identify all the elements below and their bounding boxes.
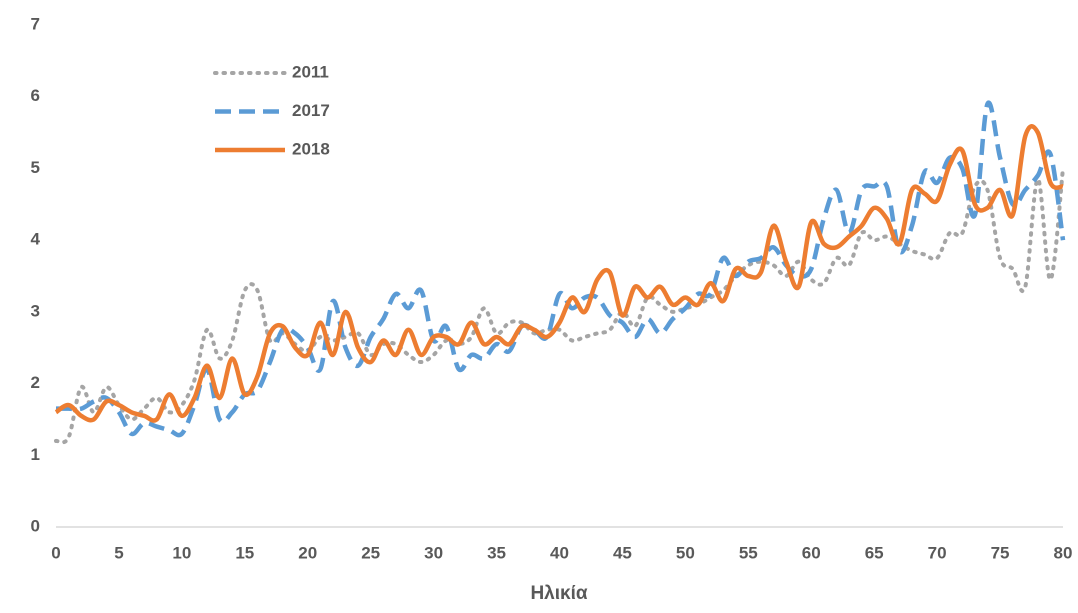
x-tick-label: 5: [114, 543, 123, 562]
y-tick-label: 0: [31, 516, 40, 535]
x-tick-label: 65: [865, 543, 884, 562]
legend-label: 2017: [292, 101, 330, 120]
y-tick-label: 5: [31, 158, 40, 177]
legend-label: 2011: [292, 62, 329, 81]
x-tick-label: 35: [487, 543, 506, 562]
y-tick-label: 7: [31, 14, 40, 33]
x-tick-label: 45: [613, 543, 632, 562]
x-tick-label: 70: [928, 543, 947, 562]
x-tick-label: 15: [235, 543, 254, 562]
x-tick-label: 60: [802, 543, 821, 562]
x-tick-label: 20: [298, 543, 317, 562]
series-line: [54, 124, 1064, 423]
legend-label: 2018: [292, 139, 330, 158]
x-tick-label: 50: [676, 543, 695, 562]
series-line: [56, 100, 1066, 438]
series-line: [54, 166, 1065, 445]
x-tick-label: 75: [991, 543, 1010, 562]
y-tick-label: 3: [31, 301, 40, 320]
x-tick-label: 0: [51, 543, 60, 562]
x-tick-label: 40: [550, 543, 569, 562]
y-tick-label: 1: [31, 445, 40, 464]
x-axis-title: Ηλικία: [530, 583, 587, 604]
x-tick-label: 10: [172, 543, 191, 562]
x-tick-label: 55: [739, 543, 758, 562]
y-tick-label: 6: [31, 86, 40, 105]
x-tick-label: 80: [1054, 543, 1073, 562]
y-tick-label: 2: [31, 373, 40, 392]
x-tick-label: 30: [424, 543, 443, 562]
y-tick-label: 4: [31, 230, 41, 249]
x-tick-label: 25: [361, 543, 380, 562]
